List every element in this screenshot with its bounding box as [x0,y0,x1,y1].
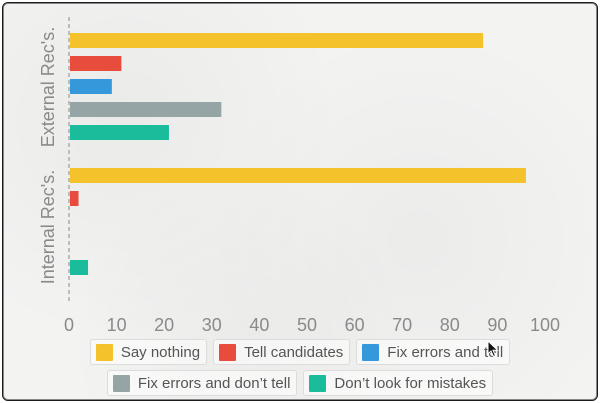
legend-item[interactable]: Don’t look for mistakes [303,370,494,396]
x-tick-label: 60 [345,315,365,335]
x-tick-label: 80 [440,315,460,335]
bar-0-4[interactable] [70,125,169,140]
legend-row: Fix errors and don’t tell Don’t look for … [3,370,597,396]
legend-item[interactable]: Fix errors and tell [356,339,511,365]
x-tick-label: 50 [297,315,317,335]
category-label: External Rec's. [38,27,58,147]
x-tick-label: 20 [154,315,174,335]
x-tick-label: 90 [487,315,507,335]
legend: Say nothing Tell candidates Fix errors and… [3,339,597,400]
bar-0-0[interactable] [70,33,484,48]
bar-1-4[interactable] [70,260,89,275]
mouse-pointer-icon [487,340,499,358]
legend-swatch [112,374,130,392]
x-tick-label: 70 [392,315,412,335]
x-tick-label: 30 [202,315,222,335]
bar-chart: External Rec's. Internal Rec's. 0 10 20 30 40 5… [38,17,560,335]
legend-label: Don’t look for mistakes [334,374,487,392]
x-tick-label: 100 [530,315,560,335]
legend-swatch [362,343,380,361]
x-tick-label: 10 [107,315,127,335]
legend-swatch [309,374,327,392]
bar-0-2[interactable] [70,79,112,94]
x-tick-label: 40 [249,315,269,335]
legend-item[interactable]: Say nothing [89,339,208,365]
legend-item[interactable]: Tell candidates [213,339,351,365]
legend-swatch [219,343,237,361]
x-tick-label: 0 [64,315,74,335]
bar-0-3[interactable] [70,102,222,117]
legend-label: Tell candidates [244,343,344,361]
category-label: Internal Rec's. [38,170,58,285]
legend-label: Fix errors and don’t tell [137,374,291,392]
legend-label: Say nothing [120,343,201,361]
legend-row: Say nothing Tell candidates Fix errors and… [3,339,597,365]
legend-item[interactable]: Fix errors and don’t tell [106,370,298,396]
legend-swatch [95,343,113,361]
bar-0-1[interactable] [70,56,122,71]
bar-1-0[interactable] [70,168,526,183]
bar-1-1[interactable] [70,191,79,206]
legend-label: Fix errors and tell [387,343,504,361]
